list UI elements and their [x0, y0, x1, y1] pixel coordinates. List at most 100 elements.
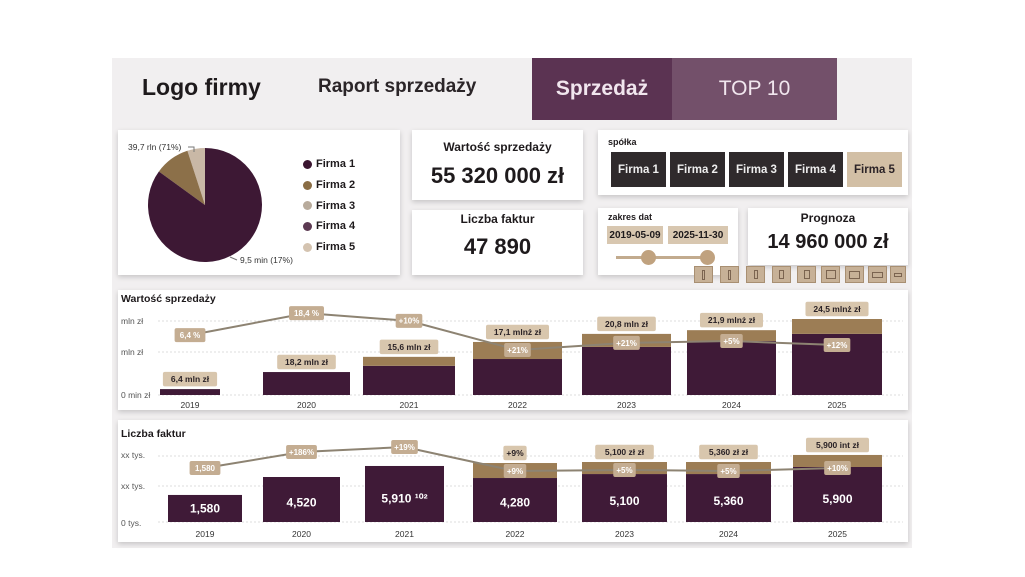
growth-label-bg	[286, 445, 317, 459]
view-button-3[interactable]	[746, 266, 765, 283]
growth-label-bg	[503, 463, 527, 478]
growth-label-bg	[395, 313, 423, 328]
growth-label-bg	[289, 306, 324, 321]
growth-label: 1,580	[195, 464, 216, 473]
legend-dot-icon	[303, 242, 312, 252]
bar-primary	[582, 346, 671, 395]
bar-inner-label: 5,900	[822, 492, 852, 506]
company-filter-label: spółka	[608, 137, 637, 147]
kpi-invoices-card: Liczba faktur 47 890	[412, 210, 583, 275]
legend-label: Firma 3	[316, 199, 356, 212]
bar-value-label-bg	[162, 371, 218, 387]
date-to-input[interactable]: 2025-11-30	[668, 226, 728, 244]
date-from-input[interactable]: 2019-05-09	[607, 226, 663, 244]
x-tick-label: 2023	[615, 529, 634, 539]
pie-slice	[158, 150, 205, 205]
bar-primary	[160, 389, 220, 395]
legend-dot-icon	[303, 159, 312, 169]
date-slider-end-handle[interactable]	[700, 250, 715, 265]
legend-label: Firma 2	[316, 179, 356, 192]
view-button-4[interactable]	[772, 266, 791, 283]
view-button-5[interactable]	[797, 266, 816, 283]
y-tick-label: xx tys.	[121, 450, 146, 460]
legend-item[interactable]: Firma 5	[303, 237, 355, 258]
bar-secondary	[792, 319, 882, 334]
growth-label-bg	[189, 461, 221, 476]
growth-label: +19%	[394, 443, 415, 452]
date-range-label: zakres dat	[608, 212, 653, 222]
pie-legend: Firma 1 Firma 2 Firma 3 Firma 4 Firma 5	[303, 154, 355, 257]
tab-top10[interactable]: TOP 10	[672, 58, 837, 120]
rectangle-icon	[753, 270, 758, 279]
bar-inner-label: 4,520	[286, 495, 316, 509]
legend-dot-icon	[303, 180, 312, 190]
legend-item[interactable]: Firma 4	[303, 216, 355, 237]
page-title: Raport sprzedaży	[318, 76, 477, 97]
bar-primary	[263, 477, 340, 522]
bar-value-label-bg	[699, 444, 758, 460]
filter-firma-1[interactable]: Firma 1	[611, 152, 666, 187]
tab-sprzedaz[interactable]: Sprzedaż	[532, 58, 672, 120]
x-tick-label: 2020	[292, 529, 311, 539]
x-tick-label: 2024	[722, 400, 741, 410]
growth-label: 18,4 %	[294, 309, 319, 318]
legend-item[interactable]: Firma 1	[303, 154, 355, 175]
bar-primary	[687, 341, 776, 395]
bar-primary	[365, 465, 444, 522]
growth-label-bg	[613, 335, 640, 350]
bar-icon	[702, 269, 705, 280]
x-tick-label: 2024	[719, 529, 738, 539]
date-slider-track[interactable]	[616, 256, 712, 259]
pie-leader-line	[229, 256, 238, 261]
bar-value-label: 5,100 zł zł	[605, 447, 645, 457]
y-tick-label: mln zł	[121, 347, 144, 357]
growth-label: 6,4 %	[180, 331, 200, 340]
growth-label-bg	[174, 328, 206, 343]
view-button-8[interactable]	[868, 266, 887, 283]
filter-firma-3[interactable]: Firma 3	[729, 152, 784, 187]
bar-value-label: 5,360 zł zł	[709, 447, 749, 457]
pie-label: 39,7 rln (71%)	[128, 142, 182, 152]
square-icon	[849, 270, 860, 279]
growth-label: +5%	[723, 337, 739, 346]
date-slider-start-handle[interactable]	[641, 250, 656, 265]
pie-leader-line	[188, 146, 195, 152]
pie-chart: 39,7 rln (71%) 9,5 min (17%)	[128, 142, 293, 265]
bar-primary	[263, 372, 350, 395]
growth-label-bg	[391, 440, 418, 454]
kpi-sales-title: Wartość sprzedaży	[443, 140, 552, 154]
bar-primary	[168, 494, 242, 522]
bar-value-label: 15,6 mln zł	[388, 342, 432, 352]
bar-primary	[363, 365, 455, 395]
bar-primary	[686, 474, 771, 522]
view-button-2[interactable]	[720, 266, 739, 283]
y-tick-label: 0 min zł	[121, 390, 151, 400]
filter-firma-4[interactable]: Firma 4	[788, 152, 843, 187]
legend-item[interactable]: Firma 3	[303, 195, 355, 216]
x-tick-label: 2022	[508, 400, 527, 410]
growth-label: +12%	[827, 341, 848, 350]
x-tick-label: 2019	[181, 400, 200, 410]
view-button-7[interactable]	[845, 266, 864, 283]
pie-slice	[148, 148, 262, 262]
company-filter-panel: spółka Firma 1 Firma 2 Firma 3 Firma 4 F…	[598, 130, 908, 195]
view-button-9[interactable]	[890, 266, 906, 283]
legend-label: Firma 1	[316, 158, 356, 171]
bar-icon	[728, 269, 731, 280]
filter-firma-5[interactable]: Firma 5	[847, 152, 902, 187]
growth-label-bg	[823, 338, 851, 353]
rectangle-icon	[779, 270, 784, 279]
legend-item[interactable]: Firma 2	[303, 175, 355, 196]
view-button-6[interactable]	[821, 266, 840, 283]
x-tick-label: 2020	[297, 400, 316, 410]
view-button-1[interactable]	[694, 266, 713, 283]
filter-firma-2[interactable]: Firma 2	[670, 152, 725, 187]
growth-label-bg	[720, 334, 743, 349]
bar-value-label-bg	[805, 301, 869, 317]
growth-label-bg	[613, 462, 636, 477]
legend-dot-icon	[303, 201, 312, 211]
bar-value-label: +9%	[506, 448, 524, 458]
x-tick-label: 2019	[196, 529, 215, 539]
